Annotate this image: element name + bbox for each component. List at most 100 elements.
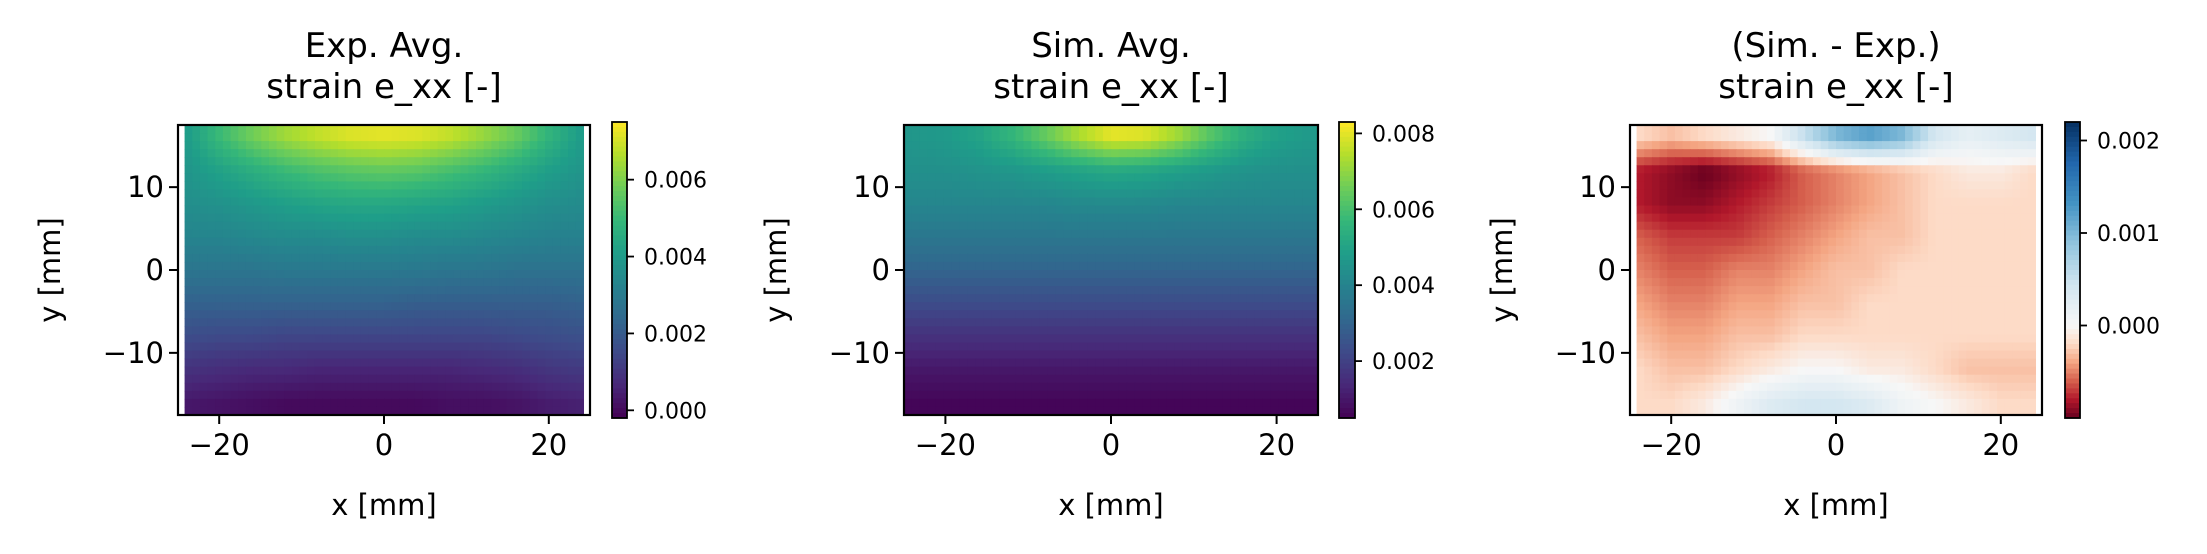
heatmap-cell <box>1789 205 1799 215</box>
heatmap-cell <box>1206 261 1216 271</box>
heatmap-cell <box>1951 221 1960 231</box>
heatmap-cell <box>1031 390 1040 400</box>
heatmap-cell <box>951 294 961 303</box>
heatmap-cell <box>1095 245 1104 255</box>
heatmap-cell <box>345 366 354 376</box>
colorbar-swatch <box>1339 240 1355 246</box>
heatmap-cell <box>384 278 393 287</box>
heatmap-cell <box>1720 237 1730 247</box>
heatmap-cell <box>545 302 554 311</box>
heatmap-cell <box>1198 173 1208 182</box>
heatmap-cell <box>1989 213 1998 223</box>
heatmap-cell <box>1095 374 1104 384</box>
heatmap-cell <box>967 318 977 327</box>
heatmap-cell <box>1728 125 1737 134</box>
heatmap-cell <box>384 165 393 174</box>
heatmap-cell <box>1087 173 1096 182</box>
heatmap-cell <box>2027 270 2037 279</box>
heatmap-cell <box>904 310 913 319</box>
heatmap-cell <box>537 398 546 408</box>
heatmap-cell <box>460 189 469 199</box>
heatmap-cell <box>1659 245 1668 255</box>
heatmap-cell <box>1697 286 1707 295</box>
heatmap-cell <box>1667 253 1676 263</box>
heatmap-cell <box>1198 261 1208 271</box>
heatmap-cell <box>999 205 1009 215</box>
heatmap-cell <box>1158 133 1168 142</box>
heatmap-cell <box>222 286 232 295</box>
heatmap-cell <box>1981 229 1990 239</box>
x-tick-label: 20 <box>1258 428 1295 462</box>
heatmap-cell <box>951 149 961 158</box>
heatmap-cell <box>192 390 201 400</box>
heatmap-cell <box>1644 221 1653 231</box>
heatmap-cell <box>1238 149 1247 158</box>
heatmap-cell <box>1246 334 1255 344</box>
heatmap-cell <box>2020 141 2029 150</box>
heatmap-cell <box>268 350 278 360</box>
heatmap-cell <box>1071 286 1080 295</box>
heatmap-cell <box>967 165 977 174</box>
heatmap-cell <box>299 221 308 231</box>
heatmap-cell <box>407 181 416 191</box>
heatmap-cell <box>975 278 985 287</box>
heatmap-cell <box>1820 237 1829 247</box>
heatmap-cell <box>1174 229 1184 239</box>
heatmap-cell <box>1182 398 1192 408</box>
heatmap-cell <box>1843 133 1852 142</box>
heatmap-cell <box>284 382 293 392</box>
heatmap-cell <box>453 358 462 368</box>
heatmap-cell <box>291 390 301 400</box>
heatmap-cell <box>1889 205 1898 215</box>
heatmap-cell <box>1866 213 1875 223</box>
heatmap-cell <box>407 278 416 287</box>
heatmap-cell <box>245 398 255 408</box>
heatmap-cell <box>1190 197 1200 207</box>
heatmap-cell <box>911 350 921 360</box>
heatmap-cell <box>1843 278 1852 287</box>
heatmap-cell <box>314 366 324 376</box>
heatmap-cell <box>522 294 531 303</box>
heatmap-cell <box>1920 205 1929 215</box>
heatmap-cell <box>1889 133 1898 142</box>
heatmap-cell <box>1118 197 1128 207</box>
heatmap-cell <box>1214 229 1224 239</box>
heatmap-cell <box>1310 278 1319 287</box>
heatmap-cell <box>1230 318 1239 327</box>
heatmap-cell <box>1766 261 1776 271</box>
heatmap-cell <box>568 318 577 327</box>
heatmap-cell <box>330 358 339 368</box>
heatmap-cell <box>919 197 929 207</box>
heatmap-cell <box>422 181 431 191</box>
heatmap-cell <box>1278 286 1287 295</box>
heatmap-cell <box>935 165 945 174</box>
heatmap-cell <box>1055 197 1064 207</box>
heatmap-cell <box>1713 261 1722 271</box>
heatmap-cell <box>1705 205 1714 215</box>
heatmap-cell <box>575 310 585 319</box>
heatmap-cell <box>1278 294 1287 303</box>
heatmap-cell <box>1031 358 1040 368</box>
heatmap-cell <box>1262 213 1271 223</box>
heatmap-cell <box>291 229 301 239</box>
heatmap-cell <box>951 286 961 295</box>
heatmap-cell <box>1270 229 1279 239</box>
heatmap-cell <box>1047 342 1056 352</box>
heatmap-cell <box>253 149 262 158</box>
heatmap-cell <box>1126 189 1136 199</box>
heatmap-cell <box>1286 358 1295 368</box>
heatmap-cell <box>1111 310 1120 319</box>
heatmap-cell <box>1644 165 1653 174</box>
heatmap-cell <box>499 318 508 327</box>
heatmap-cell <box>975 358 985 368</box>
heatmap-cell <box>1866 261 1875 271</box>
heatmap-cell <box>967 398 977 408</box>
heatmap-cell <box>1713 245 1722 255</box>
heatmap-cell <box>1134 294 1144 303</box>
heatmap-cell <box>1866 157 1875 166</box>
heatmap-cell <box>1286 245 1295 255</box>
heatmap-cell <box>1134 302 1144 311</box>
heatmap-cell <box>1134 125 1144 134</box>
heatmap-cell <box>1206 374 1216 384</box>
heatmap-cell <box>276 165 285 174</box>
